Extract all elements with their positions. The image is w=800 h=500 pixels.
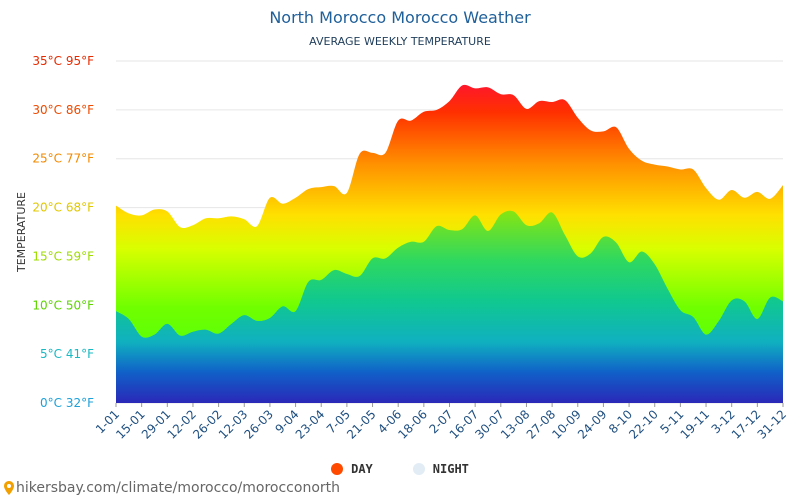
x-tick-label: 22-10 xyxy=(626,407,661,442)
map-pin-icon xyxy=(4,481,14,495)
legend-day-label: DAY xyxy=(351,462,373,476)
y-tick-label: 20°C 68°F xyxy=(32,201,94,215)
x-tick-label: 24-09 xyxy=(575,407,610,442)
x-tick-label: 23-04 xyxy=(293,407,328,442)
series-areas xyxy=(116,84,783,403)
chart-title: North Morocco Morocco Weather xyxy=(269,8,531,27)
x-tick-label: 26-03 xyxy=(241,407,276,442)
source-link[interactable]: hikersbay.com/climate/morocco/morocconor… xyxy=(4,480,340,496)
y-axis-label: TEMPERATURE xyxy=(15,192,28,273)
legend-item-night[interactable]: NIGHT xyxy=(412,462,469,476)
x-tick-label: 21-05 xyxy=(344,407,379,442)
y-tick-label: 35°C 95°F xyxy=(32,54,94,68)
x-axis-ticks: 1-0115-0129-0112-0226-0212-0326-039-0423… xyxy=(93,403,789,442)
temperature-chart: 0°C 32°F 5°C 41°F 10°C 50°F 15°C 59°F 20°C 6… xyxy=(15,54,789,442)
y-tick-label: 15°C 59°F xyxy=(32,249,94,263)
y-tick-label: 25°C 77°F xyxy=(32,152,94,166)
y-tick-label: 30°C 86°F xyxy=(32,103,94,117)
chart-subtitle: AVERAGE WEEKLY TEMPERATURE xyxy=(309,35,491,48)
night-swatch-icon xyxy=(412,463,425,475)
legend: DAY NIGHT xyxy=(0,462,800,476)
y-tick-label: 0°C 32°F xyxy=(40,396,94,410)
source-url: hikersbay.com/climate/morocco/morocconor… xyxy=(16,480,340,496)
series-area-night xyxy=(116,210,783,403)
legend-night-label: NIGHT xyxy=(432,462,469,476)
day-swatch-icon xyxy=(331,463,344,475)
y-tick-label: 10°C 50°F xyxy=(32,298,94,312)
y-axis-ticks: 0°C 32°F 5°C 41°F 10°C 50°F 15°C 59°F 20°C 6… xyxy=(32,54,94,410)
x-tick-label: 18-06 xyxy=(395,407,430,442)
y-tick-label: 5°C 41°F xyxy=(40,347,94,361)
legend-item-day[interactable]: DAY xyxy=(331,462,373,476)
x-tick-label: 19-11 xyxy=(678,407,713,442)
x-tick-label: 31-12 xyxy=(755,407,790,442)
